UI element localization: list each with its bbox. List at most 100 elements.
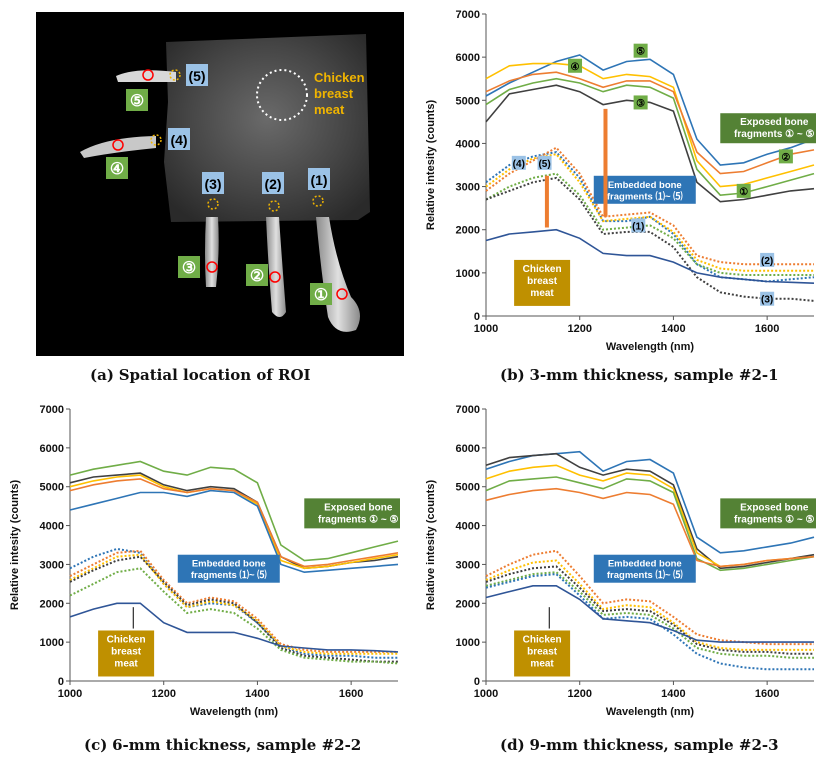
caption-c-tag: (c) [84, 736, 108, 754]
meat-box-line-1: Chicken [523, 264, 562, 275]
y-tick-label: 4000 [456, 138, 480, 150]
curve-label-bg [537, 155, 552, 170]
y-tick-label: 6000 [456, 443, 480, 455]
meat-label-3: meat [314, 102, 345, 117]
series-line-8 [69, 553, 398, 655]
caption-b-tag: (b) [500, 366, 525, 384]
y-tick-label: 7000 [456, 404, 480, 416]
panel-c: 0 1000 2000 3000 4000 5000 6000 7000 1000 1200 140… [0, 395, 413, 730]
series-line-9 [485, 172, 814, 276]
svg-text:②: ② [250, 268, 264, 285]
curve-label-bg [633, 95, 648, 110]
blue-label-3: (3) [202, 172, 224, 194]
series-line-5 [69, 489, 399, 574]
embedded-roi-4 [150, 134, 162, 146]
meat-box-line-1: Chicken [523, 634, 562, 645]
curve-label: (5) [538, 159, 550, 170]
embedded-bone-box-line-2: fragments ⑴~ ⑸ [191, 569, 267, 581]
caption-a-text: Spatial location of ROI [118, 366, 311, 384]
series-line-1 [69, 460, 399, 562]
caption-a: (a) Spatial location of ROI [90, 366, 311, 384]
caption-c-text: 6-mm thickness, sample #2-2 [112, 736, 362, 754]
meat-box-line-2: breast [111, 646, 142, 657]
curve-label-bg [778, 149, 793, 164]
series-line-3 [485, 71, 815, 175]
series-line-4 [485, 476, 815, 572]
series-line-1 [485, 54, 815, 166]
series-line-10 [485, 176, 815, 302]
curve-label: (1) [632, 221, 644, 232]
exposed-bone-box-line-2: fragments ① ~ ⑤ [318, 514, 398, 525]
series-line-10 [485, 573, 814, 671]
y-tick-label: 4000 [40, 521, 64, 533]
bone-3 [205, 217, 219, 287]
x-tick-label: 1000 [474, 688, 498, 700]
curve-label-bg [633, 43, 648, 58]
x-tick-label: 1600 [339, 688, 363, 700]
exposed-bone-box-bg [720, 113, 817, 144]
y-tick-label: 6000 [40, 443, 64, 455]
series-line-9 [485, 571, 814, 659]
series-line-4 [485, 77, 815, 197]
exposed-bone-box-bg [304, 498, 413, 529]
series-line-11 [485, 228, 815, 284]
curve-label: ④ [571, 62, 580, 73]
series-line-2 [485, 452, 815, 570]
y-tick-label: 1000 [456, 637, 480, 649]
green-label-3: ③ [178, 256, 200, 278]
y-tick-label: 2000 [40, 598, 64, 610]
series-line-10 [69, 567, 399, 665]
exposed-roi-5 [142, 69, 154, 81]
meat-box-line-2: breast [527, 646, 558, 657]
meat-label-1: Chicken [314, 70, 365, 85]
embedded-bone-box-bg [593, 175, 696, 204]
x-tick-label: 1400 [245, 688, 269, 700]
y-tick-label: 1000 [456, 268, 480, 280]
bone-2 [266, 217, 286, 317]
y-tick-label: 7000 [40, 404, 64, 416]
exposed-bone-box-line-2: fragments ① ~ ⑤ [734, 514, 814, 525]
y-tick-label: 7000 [456, 9, 480, 21]
curve-label: ③ [636, 98, 645, 109]
series-line-6 [485, 549, 814, 646]
embedded-bone-box-line-1: Embedded bone [608, 180, 682, 191]
exposed-roi-1 [336, 288, 348, 300]
y-tick-label: 4000 [456, 521, 480, 533]
y-tick-label: 0 [474, 311, 480, 323]
caption-c: (c) 6-mm thickness, sample #2-2 [84, 736, 361, 754]
curve-label-bg [568, 58, 583, 73]
series-line-6 [69, 547, 398, 659]
caption-d: (d) 9-mm thickness, sample #2-3 [500, 736, 779, 754]
meat-box-line-3: meat [530, 288, 554, 299]
curve-label: ② [781, 152, 790, 163]
embedded-roi-1 [312, 195, 324, 207]
series-line-7 [485, 559, 814, 651]
svg-text:(4): (4) [170, 132, 187, 148]
y-tick-label: 1000 [40, 637, 64, 649]
exposed-bone-box-line-1: Exposed bone [740, 502, 809, 513]
curve-label: (4) [513, 159, 525, 170]
svg-text:④: ④ [110, 161, 124, 178]
series-line-7 [69, 549, 398, 653]
x-tick-label: 1400 [661, 323, 685, 335]
y-tick-label: 0 [58, 676, 64, 688]
exposed-bone-box-line-1: Exposed bone [324, 502, 393, 513]
curve-label-bg [511, 155, 526, 170]
bone-5 [116, 70, 176, 82]
svg-text:(3): (3) [204, 176, 221, 192]
panel-b: 0 1000 2000 3000 4000 5000 6000 7000 1000 1200 140… [416, 0, 817, 365]
meat-box-bg [514, 259, 571, 306]
exposed-roi-4 [112, 139, 124, 151]
exposed-bone-box-line-2: fragments ① ~ ⑤ [734, 129, 814, 140]
curve-label: (2) [761, 256, 773, 267]
meat-box-line-2: breast [527, 276, 558, 287]
x-tick-label: 1400 [661, 688, 685, 700]
x-tick-label: 1000 [474, 323, 498, 335]
